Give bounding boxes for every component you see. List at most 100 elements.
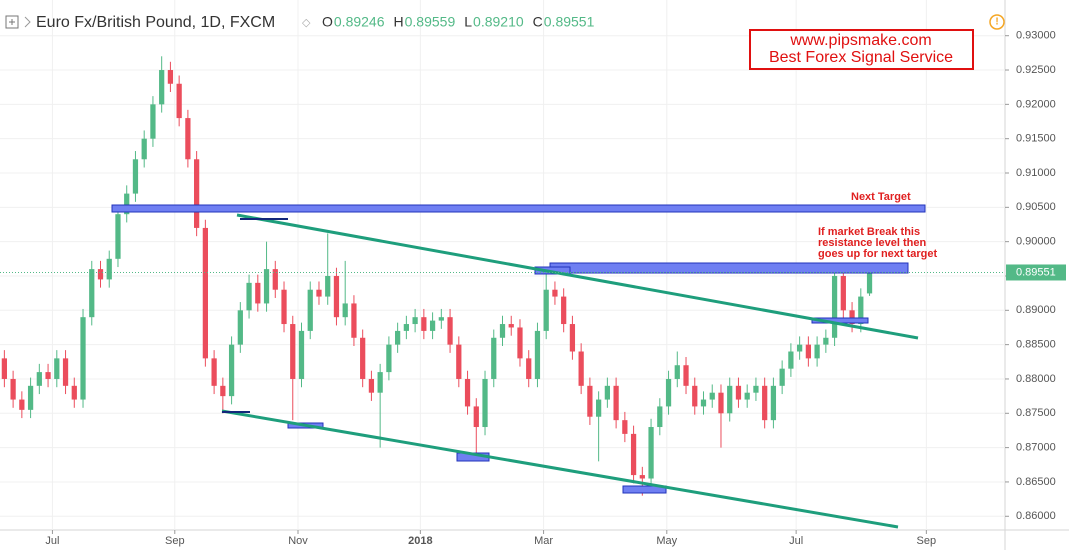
candle-body bbox=[255, 282, 261, 304]
y-tick-label: 0.88500 bbox=[1016, 339, 1056, 351]
candle-body bbox=[499, 324, 506, 338]
y-tick-label: 0.91500 bbox=[1016, 133, 1056, 145]
candle-body bbox=[202, 227, 208, 359]
last-price-badge bbox=[1006, 264, 1066, 281]
candle-body bbox=[674, 365, 680, 379]
candle-body bbox=[482, 378, 488, 428]
ohlc-value: 0.89246 bbox=[334, 14, 385, 30]
candle-body bbox=[272, 269, 278, 290]
candle-body bbox=[683, 365, 689, 386]
y-tick-label: 0.91000 bbox=[1016, 167, 1056, 179]
candle-body bbox=[54, 358, 60, 379]
candle-body bbox=[228, 344, 235, 397]
header: Euro Fx/British Pound, 1D, FXCM ◇ O 0.892… bbox=[5, 14, 1005, 31]
candle-body bbox=[639, 475, 645, 479]
y-tick-label: 0.89000 bbox=[1016, 304, 1056, 316]
candle-body bbox=[526, 358, 532, 379]
candle-body bbox=[167, 70, 174, 84]
x-tick-label: Jul bbox=[789, 535, 803, 547]
candle-body bbox=[62, 358, 69, 386]
candle-body bbox=[447, 317, 453, 345]
ohlc-label: L bbox=[464, 14, 472, 30]
candle-body bbox=[578, 351, 584, 386]
grid bbox=[0, 0, 1005, 530]
alert-icon[interactable] bbox=[989, 14, 1005, 30]
y-tick-label: 0.90500 bbox=[1016, 201, 1056, 213]
candle-body bbox=[831, 275, 838, 338]
candle-body bbox=[858, 296, 864, 325]
candle-body bbox=[534, 330, 541, 379]
candle-body bbox=[429, 320, 436, 331]
candle-body bbox=[517, 327, 523, 359]
watermark-box bbox=[749, 29, 974, 70]
candle-body bbox=[604, 385, 610, 400]
candle-body bbox=[464, 378, 471, 407]
candle-body bbox=[849, 310, 855, 325]
candle-body bbox=[552, 289, 558, 297]
candle-body bbox=[491, 337, 497, 379]
candle-body bbox=[718, 392, 724, 414]
annotation: If market Break this bbox=[818, 226, 920, 238]
expand-icon[interactable] bbox=[5, 15, 19, 29]
candle-body bbox=[1, 358, 7, 379]
candle-body bbox=[237, 310, 243, 345]
candle-body bbox=[665, 378, 672, 407]
axes: 0.86000 0.86500 0.87000 0.87500 0.88000 0.885… bbox=[0, 30, 1066, 547]
x-tick-label: Jul bbox=[45, 535, 59, 547]
collapse-icon[interactable] bbox=[24, 16, 31, 28]
y-tick-label: 0.88000 bbox=[1016, 373, 1056, 385]
candle-body bbox=[141, 138, 147, 160]
candle-body bbox=[630, 433, 637, 476]
candle-body bbox=[211, 358, 217, 386]
candle-body bbox=[403, 324, 409, 331]
candle-body bbox=[115, 214, 121, 259]
candle-body bbox=[36, 372, 42, 386]
candle-body bbox=[543, 289, 549, 331]
target-zone bbox=[111, 204, 926, 213]
y-tick-label: 0.92000 bbox=[1016, 98, 1056, 110]
ohlc-label: H bbox=[394, 14, 404, 30]
candle-body bbox=[613, 385, 619, 421]
candle-body bbox=[648, 427, 654, 479]
trend-line bbox=[221, 409, 899, 529]
candle-body bbox=[132, 159, 139, 194]
candle-body bbox=[456, 344, 462, 379]
annotation: resistance level then bbox=[818, 237, 927, 249]
ohlc-label: C bbox=[533, 14, 543, 30]
candle-body bbox=[386, 344, 392, 373]
zone bbox=[622, 485, 667, 494]
alert-icon: ! bbox=[995, 17, 998, 28]
candle-body bbox=[307, 289, 313, 331]
candle-body bbox=[805, 344, 811, 359]
candle-body bbox=[159, 70, 165, 105]
candle-body bbox=[770, 385, 777, 421]
candle-body bbox=[71, 385, 77, 400]
candle-body bbox=[19, 399, 25, 410]
candle-body bbox=[412, 317, 418, 325]
candle-body bbox=[779, 368, 785, 386]
candle-body bbox=[438, 317, 444, 321]
candle-body bbox=[45, 372, 51, 379]
ohlc-value: 0.89210 bbox=[473, 14, 524, 30]
y-tick-label: 0.93000 bbox=[1016, 30, 1056, 42]
y-tick-label: 0.86500 bbox=[1016, 476, 1056, 488]
chart-title: Euro Fx/British Pound, 1D, FXCM bbox=[36, 14, 275, 31]
candle-body bbox=[814, 344, 820, 359]
candle-body bbox=[124, 193, 130, 215]
candle-body bbox=[700, 399, 707, 407]
resistance-zone bbox=[549, 262, 909, 274]
ohlc-value: 0.89551 bbox=[544, 14, 595, 30]
candle-body bbox=[657, 406, 663, 428]
candle-body bbox=[27, 385, 34, 410]
candle-body bbox=[10, 378, 16, 400]
drawings: Next Target If market Break this resista… bbox=[111, 29, 974, 529]
candle-body bbox=[569, 324, 576, 352]
candle-body bbox=[194, 159, 200, 228]
candle-body bbox=[508, 324, 514, 328]
candle-body bbox=[333, 275, 340, 318]
candle-body bbox=[744, 392, 750, 400]
candle-body bbox=[622, 420, 628, 434]
candle-body bbox=[351, 303, 357, 338]
separator: ◇ bbox=[302, 17, 311, 29]
